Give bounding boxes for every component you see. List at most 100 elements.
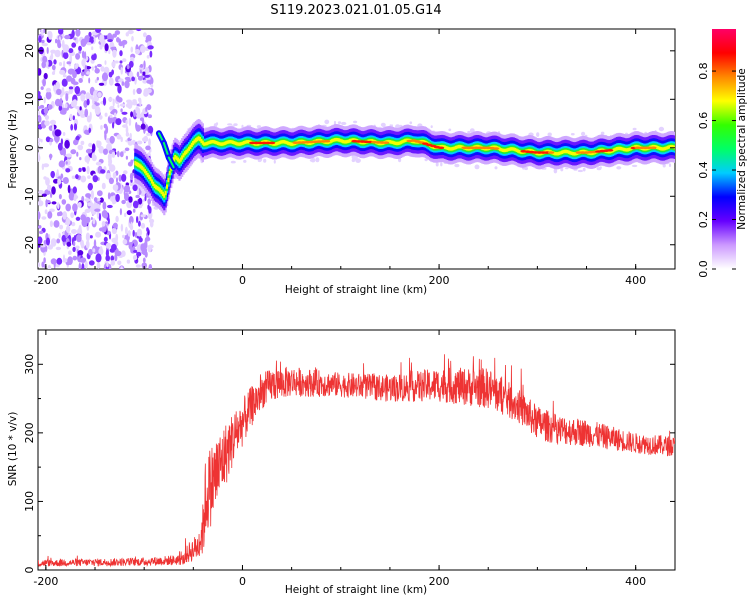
scatter-speck xyxy=(668,163,672,167)
ridge-band xyxy=(283,140,285,144)
noise-speckle xyxy=(108,49,111,54)
ridge-band xyxy=(145,171,148,176)
scatter-speck xyxy=(658,126,665,132)
noise-speckle xyxy=(38,35,42,43)
noise-speckle xyxy=(54,98,61,107)
ridge-band xyxy=(512,147,515,151)
ridge-band xyxy=(477,144,479,149)
noise-speckle xyxy=(97,140,102,147)
noise-speckle xyxy=(112,200,116,205)
noise-speckle xyxy=(75,29,81,37)
noise-speckle xyxy=(70,212,75,219)
noise-speckle xyxy=(145,88,152,94)
noise-speckle xyxy=(122,234,125,239)
noise-speckle xyxy=(114,83,121,87)
ridge-band xyxy=(574,152,577,156)
ridge-band xyxy=(229,140,232,144)
noise-speckle xyxy=(41,61,46,69)
noise-speckle xyxy=(95,161,102,166)
noise-speckle xyxy=(136,71,140,78)
ridge-band xyxy=(446,146,449,150)
noise-speckle xyxy=(61,199,67,205)
ridge-band xyxy=(182,153,185,158)
noise-speckle xyxy=(38,200,44,207)
ridge-band xyxy=(402,139,405,143)
noise-speckle xyxy=(58,29,64,35)
noise-speckle xyxy=(120,136,123,143)
noise-speckle xyxy=(53,220,60,228)
noise-speckle xyxy=(122,239,128,245)
noise-speckle xyxy=(93,239,97,249)
noise-speckle xyxy=(45,91,52,100)
ridge-band xyxy=(340,139,343,143)
noise-speckle xyxy=(78,50,82,54)
noise-speckle xyxy=(105,254,110,262)
noise-speckle xyxy=(147,114,152,119)
ridge-band xyxy=(240,142,243,146)
noise-speckle xyxy=(115,233,119,242)
noise-speckle xyxy=(63,60,66,69)
ridge-core xyxy=(606,149,614,152)
noise-speckle xyxy=(46,47,49,54)
noise-speckle xyxy=(77,250,84,256)
noise-speckle xyxy=(38,106,42,110)
noise-speckle xyxy=(127,230,131,237)
noise-speckle xyxy=(122,58,127,62)
ridge-band xyxy=(238,142,241,146)
ridge-band xyxy=(444,145,446,149)
ridge-band xyxy=(139,164,142,169)
noise-speckle xyxy=(41,29,44,36)
snr-y-label: SNR (10 * v/v) xyxy=(7,412,19,487)
noise-speckle xyxy=(103,212,108,219)
noise-speckle xyxy=(140,222,146,229)
noise-speckle xyxy=(125,119,128,126)
noise-speckle xyxy=(62,74,67,78)
noise-speckle xyxy=(65,203,71,212)
ridge-band xyxy=(573,152,576,156)
noise-speckle xyxy=(50,238,57,247)
snr-x-label: Height of straight line (km) xyxy=(285,584,427,596)
ridge-band xyxy=(155,185,157,190)
noise-speckle xyxy=(39,230,44,235)
noise-speckle xyxy=(145,106,148,113)
noise-speckle xyxy=(117,104,120,108)
noise-speckle xyxy=(107,217,110,225)
noise-speckle xyxy=(71,221,76,227)
noise-speckle xyxy=(81,59,86,67)
noise-speckle xyxy=(66,75,73,82)
scatter-speck xyxy=(581,131,586,136)
ridge-band xyxy=(556,152,559,156)
scatter-speck xyxy=(324,119,330,125)
noise-speckle xyxy=(80,140,85,146)
noise-speckle xyxy=(132,208,136,213)
noise-speckle xyxy=(76,151,79,157)
noise-speckle xyxy=(53,84,56,92)
ridge-band xyxy=(622,147,625,152)
noise-speckle xyxy=(43,107,49,115)
noise-speckle xyxy=(92,217,96,225)
noise-speckle xyxy=(140,45,146,53)
noise-speckle xyxy=(49,119,57,125)
noise-speckle xyxy=(130,46,134,53)
noise-speckle xyxy=(121,173,127,182)
ridge-band xyxy=(226,140,229,144)
ridge-band xyxy=(172,157,175,162)
ridge-band xyxy=(214,140,217,144)
ridge-band xyxy=(256,142,259,146)
noise-speckle xyxy=(59,69,66,75)
ridge-band xyxy=(291,142,294,146)
ridge-band xyxy=(179,157,182,162)
ridge-band xyxy=(274,142,277,146)
noise-speckle xyxy=(94,102,100,106)
noise-speckle xyxy=(103,148,108,155)
scatter-speck xyxy=(257,158,262,163)
noise-speckle xyxy=(86,42,92,46)
ridge-band xyxy=(500,148,503,152)
noise-speckle xyxy=(139,64,144,68)
noise-speckle xyxy=(45,177,50,186)
scatter-speck xyxy=(577,169,584,173)
noise-speckle xyxy=(48,31,53,40)
ridge-band xyxy=(344,140,347,144)
noise-speckle xyxy=(86,98,90,106)
